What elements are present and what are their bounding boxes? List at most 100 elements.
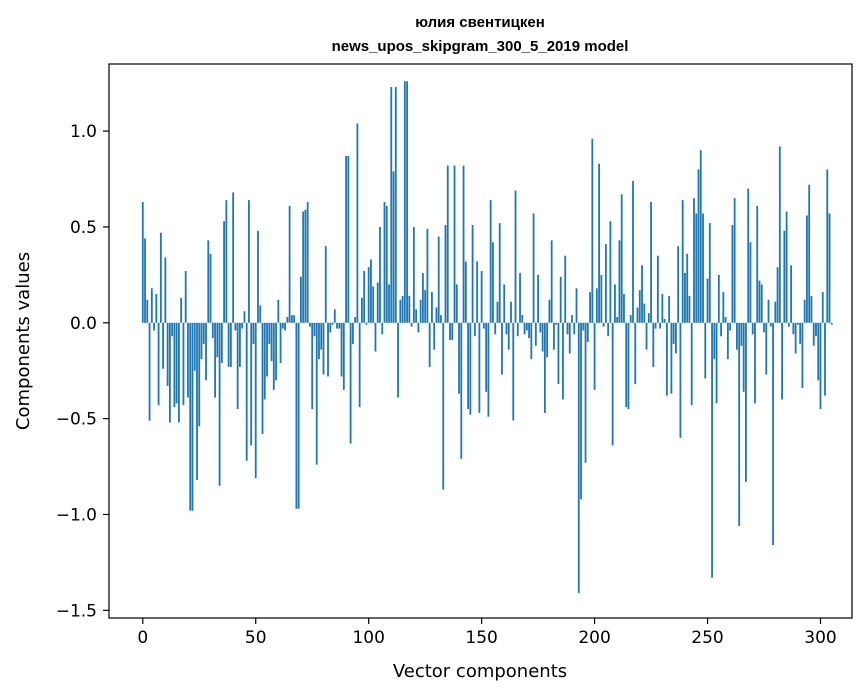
bar-163 [510, 301, 512, 323]
y-tick-label: −1.0 [56, 505, 97, 525]
bar-187 [564, 255, 567, 323]
bar-269 [749, 242, 752, 323]
bar-79 [320, 322, 323, 350]
bar-145 [469, 322, 472, 415]
bar-291 [799, 322, 802, 344]
x-axis-ticks: 0 50 100 150 200 250 300 [137, 618, 837, 648]
y-tick-label: 0.5 [70, 218, 97, 238]
bar-41 [234, 322, 237, 331]
bar-282 [778, 146, 781, 323]
y-tick-label: −0.5 [56, 410, 97, 430]
chart-title-line1: юлия свентицкен [415, 14, 545, 31]
bar-39 [229, 322, 232, 367]
bar-228 [656, 255, 659, 323]
bar-174 [534, 322, 537, 346]
bar-133 [442, 322, 445, 490]
x-tick-label: 50 [245, 628, 267, 648]
bar-92 [349, 322, 352, 444]
bar-240 [684, 272, 686, 323]
bar-244 [693, 198, 695, 323]
bar-298 [815, 322, 817, 337]
bar-114 [399, 299, 402, 323]
bar-184 [557, 322, 560, 385]
bar-243 [690, 322, 693, 406]
bar-281 [776, 267, 779, 323]
bar-26 [200, 322, 203, 360]
bar-22 [191, 322, 194, 511]
y-axis-label: Components values [13, 252, 34, 430]
bar-83 [329, 322, 332, 333]
bar-206 [607, 322, 610, 337]
bar-31 [211, 322, 214, 339]
bar-205 [604, 244, 607, 323]
bar-18 [182, 322, 185, 406]
bar-47 [248, 200, 250, 323]
bar-272 [756, 205, 759, 323]
bar-55 [266, 322, 268, 377]
bar-262 [733, 198, 736, 323]
bar-16 [178, 322, 180, 423]
bar-35 [220, 322, 223, 364]
bar-147 [473, 322, 476, 337]
bar-144 [467, 322, 469, 410]
x-tick-label: 200 [578, 628, 610, 648]
bar-251 [708, 223, 711, 323]
bar-198 [589, 292, 591, 323]
bar-296 [810, 295, 813, 323]
bar-274 [760, 284, 763, 323]
y-tick-label: 0.0 [70, 314, 97, 334]
bar-131 [437, 236, 440, 323]
bar-211 [618, 240, 621, 323]
bar-138 [453, 165, 456, 323]
bar-77 [315, 322, 318, 465]
bar-256 [720, 322, 722, 337]
bar-115 [401, 295, 404, 323]
bar-153 [487, 322, 490, 417]
bar-249 [704, 322, 707, 379]
bar-74 [309, 322, 311, 327]
bar-50 [254, 322, 257, 479]
bar-37 [225, 200, 228, 323]
bar-137 [451, 322, 454, 341]
bar-108 [385, 205, 388, 323]
bar-227 [654, 322, 657, 329]
bar-11 [166, 322, 169, 387]
bar-111 [392, 171, 395, 323]
bar-208 [611, 322, 614, 446]
bars-group [141, 81, 833, 594]
bar-21 [189, 322, 192, 511]
bar-73 [306, 202, 309, 323]
bar-101 [370, 259, 372, 323]
bar-209 [614, 284, 616, 323]
bar-4 [150, 288, 153, 323]
bar-100 [367, 267, 370, 323]
bar-43 [239, 322, 241, 367]
bar-301 [821, 292, 824, 323]
bar-32 [214, 322, 216, 398]
bar-253 [713, 322, 716, 360]
bar-58 [272, 322, 275, 390]
bar-225 [650, 202, 652, 323]
bar-235 [672, 322, 675, 344]
bar-107 [383, 202, 386, 323]
bar-45 [243, 311, 246, 323]
bar-220 [638, 290, 641, 323]
bar-57 [270, 322, 273, 362]
bar-46 [245, 322, 248, 461]
bar-9 [162, 322, 165, 369]
bar-258 [724, 317, 727, 323]
bar-222 [643, 303, 646, 323]
bar-201 [595, 288, 598, 323]
bar-68 [295, 322, 298, 509]
bar-125 [424, 290, 427, 323]
bar-180 [548, 299, 551, 323]
bar-130 [435, 307, 438, 323]
bar-117 [406, 81, 408, 323]
bar-140 [458, 322, 460, 394]
bar-305 [830, 322, 833, 325]
bar-250 [706, 278, 709, 323]
bar-224 [647, 313, 650, 323]
bar-97 [361, 297, 363, 323]
bar-98 [363, 271, 366, 323]
